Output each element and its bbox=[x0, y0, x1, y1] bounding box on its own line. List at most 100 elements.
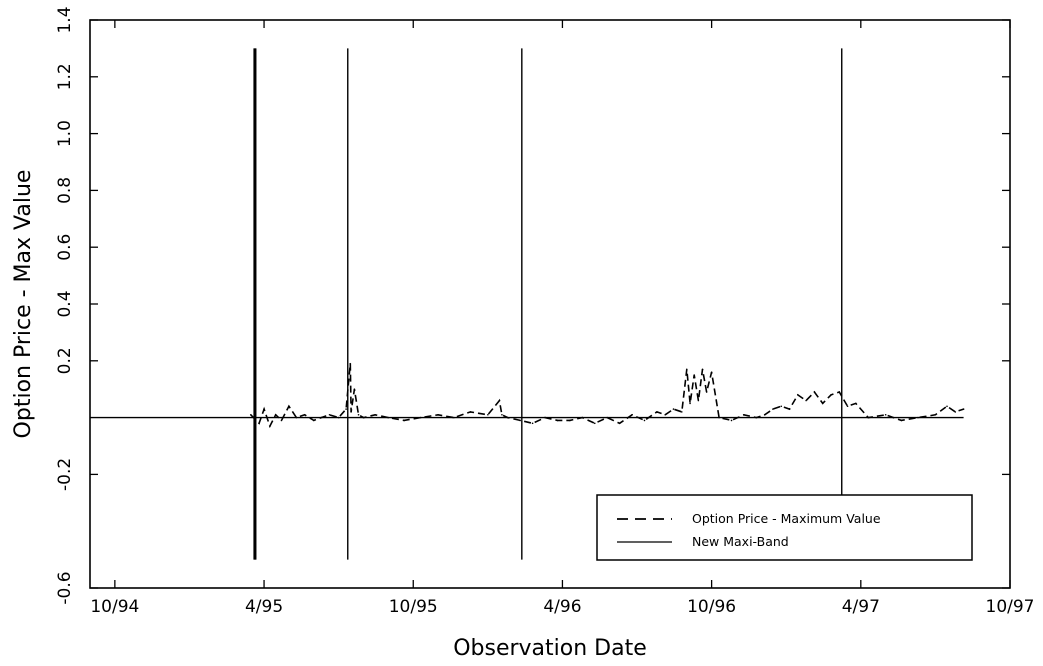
x-axis-label: Observation Date bbox=[453, 636, 647, 661]
option-price-point bbox=[320, 416, 323, 419]
option-price-point bbox=[349, 362, 352, 365]
option-price-point bbox=[357, 413, 360, 416]
x-tick-label: 10/97 bbox=[986, 597, 1035, 617]
option-price-point bbox=[917, 416, 919, 419]
option-price-point bbox=[830, 394, 832, 396]
option-price-point bbox=[867, 416, 870, 419]
option-price-point bbox=[387, 416, 390, 419]
option-price-point bbox=[556, 419, 559, 422]
option-price-point bbox=[846, 405, 849, 408]
option-price-point bbox=[498, 399, 501, 402]
option-price-point bbox=[501, 413, 503, 416]
option-price-point bbox=[258, 422, 260, 425]
y-tick-label: 0.6 bbox=[55, 234, 75, 261]
x-tick-label: 4/97 bbox=[842, 597, 880, 617]
option-price-point bbox=[506, 416, 509, 419]
y-tick-label: 0.8 bbox=[55, 177, 75, 204]
option-price-series-line bbox=[250, 363, 964, 429]
option-price-point bbox=[788, 408, 791, 410]
y-axis-label: Option Price - Max Value bbox=[11, 170, 36, 439]
legend: Option Price - Maximum Value New Maxi-Ba… bbox=[596, 494, 973, 561]
option-price-point bbox=[362, 416, 365, 419]
option-price-point bbox=[593, 422, 596, 425]
y-tick-label: 0.2 bbox=[55, 347, 75, 374]
option-price-point bbox=[701, 368, 704, 371]
option-price-point bbox=[269, 425, 271, 427]
legend-box bbox=[596, 494, 973, 561]
y-tick-label: 1.2 bbox=[55, 63, 75, 90]
option-price-point bbox=[672, 408, 675, 410]
option-price-point bbox=[838, 391, 841, 393]
option-price-point bbox=[685, 368, 688, 371]
option-price-point bbox=[813, 391, 816, 393]
option-price-point bbox=[328, 413, 331, 416]
option-price-point bbox=[962, 408, 965, 410]
option-price-point bbox=[263, 408, 265, 410]
option-price-point bbox=[954, 411, 957, 413]
option-price-point bbox=[280, 419, 283, 422]
option-price-point bbox=[718, 416, 720, 419]
option-price-point bbox=[403, 419, 405, 422]
option-price-point bbox=[569, 419, 571, 422]
option-price-point bbox=[934, 413, 937, 416]
option-price-point bbox=[312, 419, 315, 422]
x-tick-label: 4/95 bbox=[245, 597, 283, 617]
axes: 10/94 4/95 10/95 4/96 10/96 4/97 10/97 -0.6 -0.2… bbox=[55, 6, 1035, 617]
option-price-point bbox=[487, 413, 489, 416]
option-price-point bbox=[274, 413, 277, 416]
y-tick-label: 1.0 bbox=[55, 120, 75, 147]
option-price-point bbox=[643, 419, 646, 422]
option-price-point bbox=[453, 416, 455, 419]
option-price-point bbox=[743, 413, 745, 416]
option-price-point bbox=[295, 416, 298, 419]
option-price-point bbox=[855, 402, 857, 405]
legend-label-maxi-band: New Maxi-Band bbox=[692, 534, 789, 549]
option-price-point bbox=[763, 413, 766, 416]
x-tick-label: 10/96 bbox=[687, 597, 736, 617]
option-price-point bbox=[606, 416, 608, 419]
option-price-point bbox=[419, 416, 422, 419]
option-price-point bbox=[805, 399, 807, 402]
option-price-point bbox=[519, 419, 521, 422]
plot-area bbox=[90, 48, 965, 560]
y-tick-label: -0.6 bbox=[55, 571, 75, 604]
y-tick-label: -0.2 bbox=[55, 458, 75, 491]
option-price-point bbox=[350, 411, 352, 413]
option-price-point bbox=[689, 402, 691, 405]
option-price-point bbox=[821, 402, 824, 405]
option-price-point bbox=[772, 408, 774, 410]
option-price-point bbox=[303, 413, 306, 416]
y-tick-label: 1.4 bbox=[55, 6, 75, 33]
option-price-point bbox=[469, 411, 472, 413]
option-price-point bbox=[946, 405, 948, 408]
option-price-point bbox=[345, 408, 347, 410]
option-price-point bbox=[697, 399, 700, 402]
legend-label-option-price: Option Price - Maximum Value bbox=[692, 511, 881, 526]
option-price-point bbox=[353, 388, 356, 391]
option-price-point bbox=[544, 416, 546, 419]
option-price-point bbox=[693, 374, 696, 376]
y-tick-label: 0.4 bbox=[55, 290, 75, 317]
option-price-point bbox=[780, 405, 783, 408]
option-price-point bbox=[288, 405, 290, 408]
x-tick-label: 10/94 bbox=[90, 597, 139, 617]
option-price-point bbox=[631, 413, 633, 416]
option-price-point bbox=[374, 413, 376, 416]
x-tick-label: 10/95 bbox=[389, 597, 438, 617]
option-price-point bbox=[730, 419, 733, 422]
option-price-point bbox=[656, 411, 658, 413]
option-price-point bbox=[437, 413, 439, 416]
option-price-point bbox=[705, 391, 708, 393]
option-price-point bbox=[900, 419, 903, 422]
option-price-point bbox=[797, 394, 799, 396]
x-tick-label: 4/96 bbox=[543, 597, 581, 617]
option-price-point bbox=[581, 416, 584, 419]
option-price-point bbox=[884, 413, 887, 416]
option-price-point bbox=[337, 416, 340, 419]
option-price-point bbox=[249, 413, 252, 416]
option-price-point bbox=[755, 416, 758, 419]
option-price-point bbox=[664, 413, 667, 416]
option-price-point bbox=[710, 371, 713, 373]
option-price-point bbox=[618, 422, 621, 425]
